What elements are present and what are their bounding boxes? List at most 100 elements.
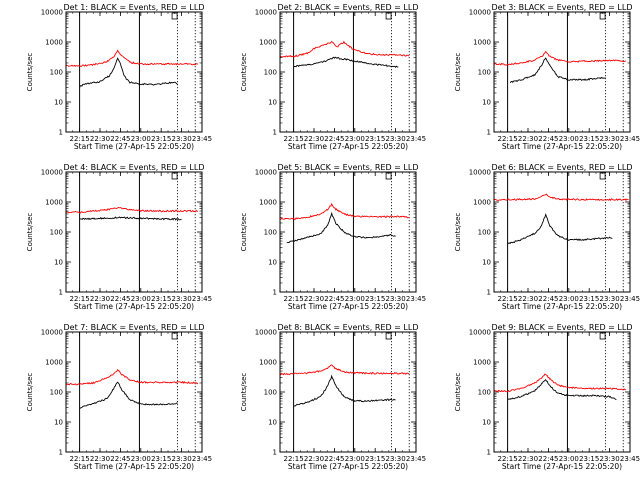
plot-frame (65, 11, 203, 133)
series-lld (279, 40, 410, 58)
legend-box-icon (171, 332, 178, 340)
x-tick-label: 23:45 (620, 455, 640, 463)
x-tick-label: 23:45 (620, 135, 640, 143)
series-lld (65, 49, 199, 68)
chart-title: Det 7: BLACK = Events, RED = LLD (64, 323, 205, 332)
x-tick-label: 22:15 (498, 135, 518, 143)
y-tick-label: 1000 (259, 359, 277, 367)
chart-panel-5: Det 5: BLACK = Events, RED = LLD Counts/s… (240, 163, 426, 311)
y-tick-label: 100 (478, 229, 491, 237)
x-tick-label: 23:30 (172, 455, 192, 463)
x-tick-label: 22:30 (304, 295, 324, 303)
y-tick-label: 1000 (473, 199, 491, 207)
series-events (507, 213, 613, 245)
chart-title: Det 4: BLACK = Events, RED = LLD (64, 163, 205, 172)
y-axis-label: Counts/sec (454, 213, 462, 252)
x-tick-label: 23:00 (345, 135, 365, 143)
chart-title: Det 8: BLACK = Events, RED = LLD (278, 323, 419, 332)
series-lld (65, 207, 199, 214)
series-lld (279, 364, 410, 376)
plot-frame (65, 331, 203, 453)
series-events (293, 374, 396, 407)
chart-panel-7: Det 7: BLACK = Events, RED = LLD Counts/s… (26, 323, 212, 471)
chart-title: Det 3: BLACK = Events, RED = LLD (492, 3, 633, 12)
chart-panel-4: Det 4: BLACK = Events, RED = LLD Counts/s… (26, 163, 212, 311)
x-tick-label: 23:45 (406, 455, 426, 463)
y-tick-label: 10000 (41, 329, 63, 337)
y-tick-label: 100 (50, 229, 63, 237)
y-tick-label: 10000 (41, 169, 63, 177)
x-tick-label: 22:45 (538, 135, 558, 143)
x-tick-label: 22:15 (498, 455, 518, 463)
legend-box-icon (385, 332, 392, 340)
y-tick-label: 10 (482, 259, 491, 267)
x-tick-label: 23:45 (192, 295, 212, 303)
y-tick-label: 1000 (45, 39, 63, 47)
x-tick-label: 23:30 (172, 295, 192, 303)
y-tick-label: 1 (487, 449, 491, 457)
x-tick-label: 22:30 (304, 135, 324, 143)
chart-panel-3: Det 3: BLACK = Events, RED = LLD Counts/s… (454, 3, 640, 151)
chart-title: Det 5: BLACK = Events, RED = LLD (278, 163, 419, 172)
x-tick-label: 23:45 (406, 295, 426, 303)
x-tick-label: 23:15 (579, 135, 599, 143)
x-tick-label: 22:45 (538, 295, 558, 303)
x-axis-label: Start Time (27-Apr-15 22:05:20) (288, 142, 408, 151)
plot-frame (279, 171, 417, 293)
x-axis-label: Start Time (27-Apr-15 22:05:20) (502, 302, 622, 311)
x-tick-label: 23:15 (151, 295, 171, 303)
chart-title: Det 1: BLACK = Events, RED = LLD (64, 3, 205, 12)
x-tick-label: 23:30 (600, 455, 620, 463)
x-tick-label: 23:15 (365, 135, 385, 143)
y-tick-label: 1 (59, 129, 63, 137)
legend-box-icon (599, 332, 606, 340)
series-lld (65, 368, 199, 386)
x-tick-label: 22:30 (90, 135, 110, 143)
y-tick-label: 10000 (469, 169, 491, 177)
plot-frame (65, 171, 203, 293)
y-tick-label: 1 (273, 449, 277, 457)
x-tick-label: 23:15 (579, 455, 599, 463)
x-tick-label: 22:30 (518, 135, 538, 143)
y-axis-label: Counts/sec (26, 373, 34, 412)
x-axis-label: Start Time (27-Apr-15 22:05:20) (502, 462, 622, 471)
y-tick-label: 100 (264, 229, 277, 237)
chart-title: Det 6: BLACK = Events, RED = LLD (492, 163, 633, 172)
x-tick-label: 22:45 (110, 455, 130, 463)
y-tick-label: 10 (54, 99, 63, 107)
x-axis-label: Start Time (27-Apr-15 22:05:20) (502, 142, 622, 151)
series-lld (493, 373, 627, 393)
y-tick-label: 1000 (45, 199, 63, 207)
x-tick-label: 23:15 (365, 455, 385, 463)
x-axis-label: Start Time (27-Apr-15 22:05:20) (74, 142, 194, 151)
x-tick-label: 23:00 (559, 135, 579, 143)
series-lld (493, 50, 627, 66)
legend-box-icon (599, 12, 606, 20)
x-tick-label: 22:45 (324, 455, 344, 463)
y-tick-label: 10 (482, 419, 491, 427)
legend-box-icon (385, 172, 392, 180)
y-tick-label: 10 (268, 259, 277, 267)
y-tick-label: 10 (54, 259, 63, 267)
x-tick-label: 22:45 (324, 135, 344, 143)
y-tick-label: 1000 (473, 359, 491, 367)
x-tick-label: 22:15 (70, 455, 90, 463)
chart-panel-8: Det 8: BLACK = Events, RED = LLD Counts/s… (240, 323, 426, 471)
legend-box-icon (171, 12, 178, 20)
series-lld (493, 193, 629, 202)
x-tick-label: 23:00 (345, 295, 365, 303)
y-tick-label: 1 (487, 129, 491, 137)
x-tick-label: 23:15 (579, 295, 599, 303)
x-tick-label: 23:30 (600, 135, 620, 143)
series-events (79, 381, 178, 410)
y-axis-label: Counts/sec (454, 373, 462, 412)
x-tick-label: 22:45 (110, 135, 130, 143)
y-tick-label: 100 (478, 69, 491, 77)
x-tick-label: 23:30 (172, 135, 192, 143)
x-tick-label: 22:45 (538, 455, 558, 463)
y-tick-label: 1 (273, 289, 277, 297)
x-tick-label: 22:30 (304, 455, 324, 463)
chart-panel-2: Det 2: BLACK = Events, RED = LLD Counts/s… (240, 3, 426, 151)
x-tick-label: 23:00 (131, 295, 151, 303)
